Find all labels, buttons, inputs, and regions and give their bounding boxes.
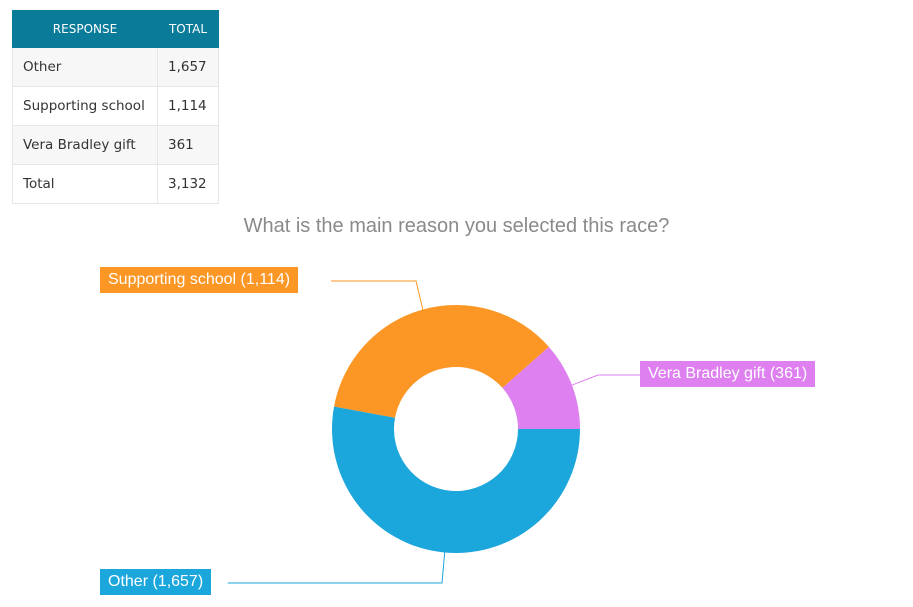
chart-title: What is the main reason you selected thi… [243,215,670,237]
donut-slice-vera-bradley-gift [502,346,580,429]
donut-slice-other [332,406,580,553]
slice-label: Vera Bradley gift (361) [640,361,816,387]
table-row: Vera Bradley gift 361 [12,125,219,165]
response-cell: Total [12,164,158,204]
connector-line [571,374,640,386]
response-cell: Supporting school [12,86,158,126]
table-row: Supporting school 1,114 [12,86,219,126]
total-cell: 1,114 [157,86,219,126]
donut-slice-supporting-school [334,304,549,418]
total-cell: 3,132 [157,164,219,204]
response-cell: Vera Bradley gift [12,125,158,165]
table-header-row: RESPONSE TOTAL [12,10,219,48]
slice-label: Other (1,657) [100,569,212,595]
total-cell: 1,657 [157,47,219,87]
connector-line [227,552,446,584]
total-column-header: TOTAL [157,10,219,48]
total-cell: 361 [157,125,219,165]
slice-label: Supporting school (1,114) [100,267,299,293]
connector-line [331,280,424,310]
response-table: RESPONSE TOTAL Other 1,657 Supporting sc… [12,10,219,204]
table-row: Total 3,132 [12,164,219,204]
response-column-header: RESPONSE [12,10,158,48]
